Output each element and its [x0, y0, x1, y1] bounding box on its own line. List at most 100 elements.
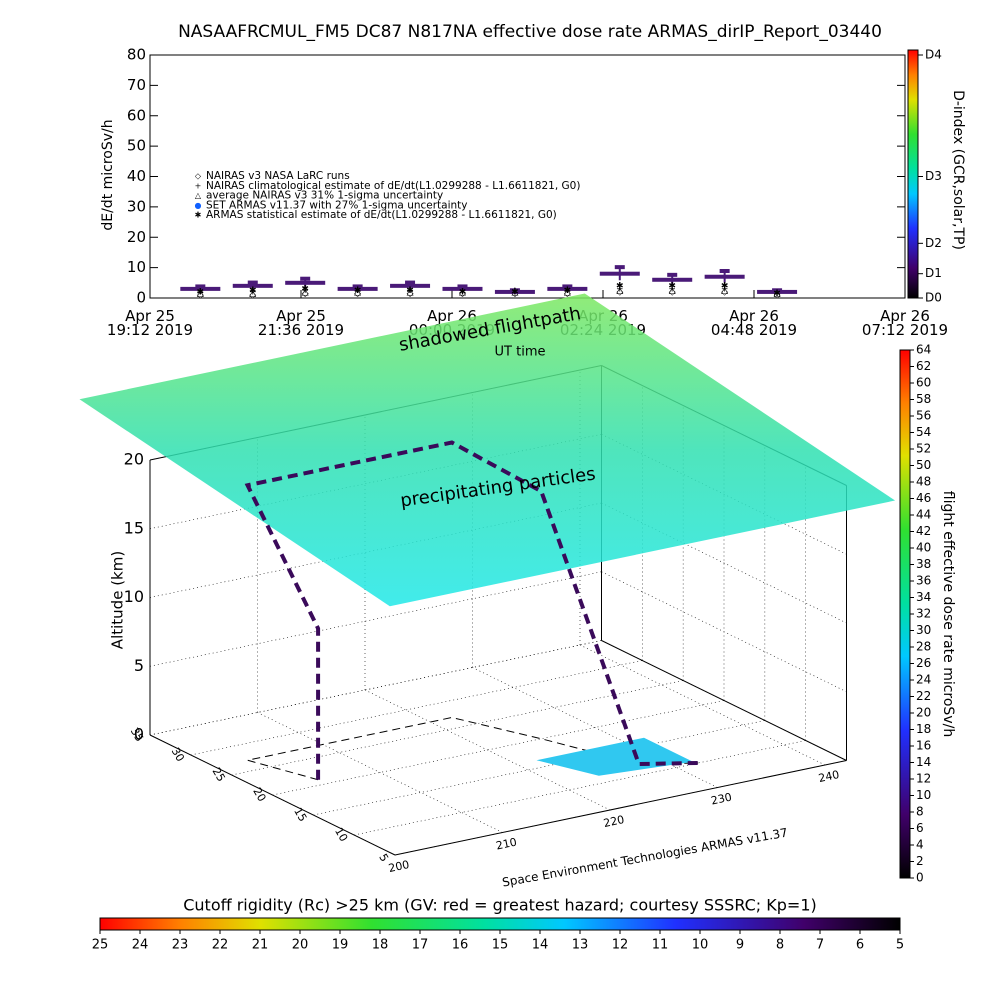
colorbar-tick-label: 15 — [492, 938, 509, 953]
marker — [247, 280, 258, 285]
colorbar-tick-label: 9 — [736, 938, 744, 953]
y-tick-label: 20 — [127, 228, 146, 246]
z-tick-label: 20 — [124, 450, 144, 469]
legend-label: NAIRAS v3 NASA LaRC runs — [206, 170, 350, 182]
marker — [337, 286, 378, 291]
marker — [180, 286, 221, 291]
data-point: + — [301, 286, 309, 296]
marker — [614, 265, 625, 270]
colorbar-tick-label: 64 — [916, 343, 931, 357]
data-point: + — [197, 287, 205, 297]
data-point: ◇ — [354, 289, 361, 299]
data-point: ◇ — [616, 287, 623, 297]
colorbar-tick-label: 0 — [916, 871, 924, 885]
colorbar-tick-label: 60 — [916, 376, 931, 390]
data-point: ◇ — [249, 290, 256, 300]
marker: + — [249, 287, 257, 297]
data-point: ◇ — [669, 287, 676, 297]
marker — [300, 276, 311, 281]
colorbar-tick-label: 23 — [172, 938, 189, 953]
colorbar-tick-label: 12 — [916, 772, 931, 786]
data-point: + — [616, 284, 624, 294]
colorbar-tick-label: 6 — [856, 938, 864, 953]
grid-line — [313, 720, 765, 816]
legend-label: NAIRAS climatological estimate of dE/dt(… — [206, 180, 580, 192]
data-point — [232, 280, 273, 290]
colorbar-tick-label: 38 — [916, 557, 931, 571]
marker: △ — [249, 289, 256, 299]
marker: ✱ — [459, 287, 467, 297]
y-tick-label: 25 — [209, 765, 227, 784]
data-point: ✱ — [354, 286, 362, 296]
colorbar-tick-label: 20 — [916, 706, 931, 720]
flight-path — [244, 440, 699, 780]
legend-marker: ● — [195, 201, 202, 210]
colorbar-tick-label: 14 — [916, 755, 931, 769]
marker: ✱ — [721, 281, 729, 291]
x-tick-label: 240 — [817, 768, 840, 785]
marker: + — [301, 286, 309, 296]
colorbar-tick-label: D0 — [925, 291, 942, 305]
colorbar-tick-label: 14 — [532, 938, 549, 953]
y-tick-label: 40 — [127, 167, 146, 185]
data-point — [599, 265, 640, 281]
data-point — [285, 276, 326, 287]
marker — [352, 284, 363, 289]
data-point: ◇ — [774, 290, 781, 300]
colorbar-tick-label: 13 — [572, 938, 589, 953]
colorbar-tick-label: 54 — [916, 425, 931, 439]
colorbar-tick-label: 42 — [916, 524, 931, 538]
marker: ◇ — [249, 290, 256, 300]
marker — [232, 283, 273, 288]
data-point: ✱ — [249, 286, 257, 296]
marker: ✱ — [301, 284, 309, 294]
marker — [285, 280, 326, 285]
legend-marker: △ — [195, 191, 202, 200]
marker — [457, 284, 468, 289]
colorbar-tick-label: 36 — [916, 574, 931, 588]
legend-marker: ✱ — [195, 211, 202, 220]
marker — [704, 274, 745, 279]
data-point: ✱ — [773, 289, 781, 299]
marker: ◇ — [511, 289, 518, 299]
colorbar-tick-label: 26 — [916, 656, 931, 670]
data-point: ✱ — [301, 284, 309, 294]
colorbar-tick-label: 21 — [252, 938, 269, 953]
marker: ✱ — [511, 287, 519, 297]
dose-highlight — [536, 737, 693, 776]
y-tick-label: 10 — [332, 825, 350, 844]
z-axis-label: Altitude (km) — [109, 551, 127, 649]
data-point: △ — [354, 287, 361, 297]
data-point: ✱ — [721, 281, 729, 291]
data-point: △ — [564, 287, 571, 297]
grid-line — [601, 571, 847, 693]
z-tick-label: 0 — [134, 725, 144, 744]
x-tick-label: 220 — [602, 813, 625, 830]
data-point: △ — [302, 287, 309, 297]
marker: ◇ — [669, 287, 676, 297]
data-point: ◇ — [459, 289, 466, 299]
marker: + — [668, 284, 676, 294]
z-tick-label: 10 — [124, 587, 144, 606]
y-tick-label: 0 — [136, 289, 146, 307]
grid-line — [190, 660, 643, 756]
marker — [667, 272, 678, 277]
marker: ◇ — [564, 289, 571, 299]
marker: ◇ — [459, 289, 466, 299]
colorbar-tick-label: D1 — [925, 266, 942, 280]
data-point: ✱ — [668, 281, 676, 291]
marker — [599, 271, 640, 276]
colorbar-tick-label: 2 — [916, 854, 924, 868]
colorbar-tick-label: 58 — [916, 392, 931, 406]
marker: △ — [459, 287, 466, 297]
x-tick-label: Apr 26 04:48 2019 — [711, 307, 797, 339]
colorbar-tick-label: D2 — [925, 236, 942, 250]
grid-line — [354, 740, 806, 836]
data-point: ◇ — [407, 289, 414, 299]
grid-line — [472, 667, 718, 788]
marker: ✱ — [197, 287, 205, 297]
marker: △ — [616, 286, 623, 296]
colorbar-tick-label: 16 — [452, 938, 469, 953]
data-point — [547, 284, 588, 292]
data-point: △ — [721, 286, 728, 296]
